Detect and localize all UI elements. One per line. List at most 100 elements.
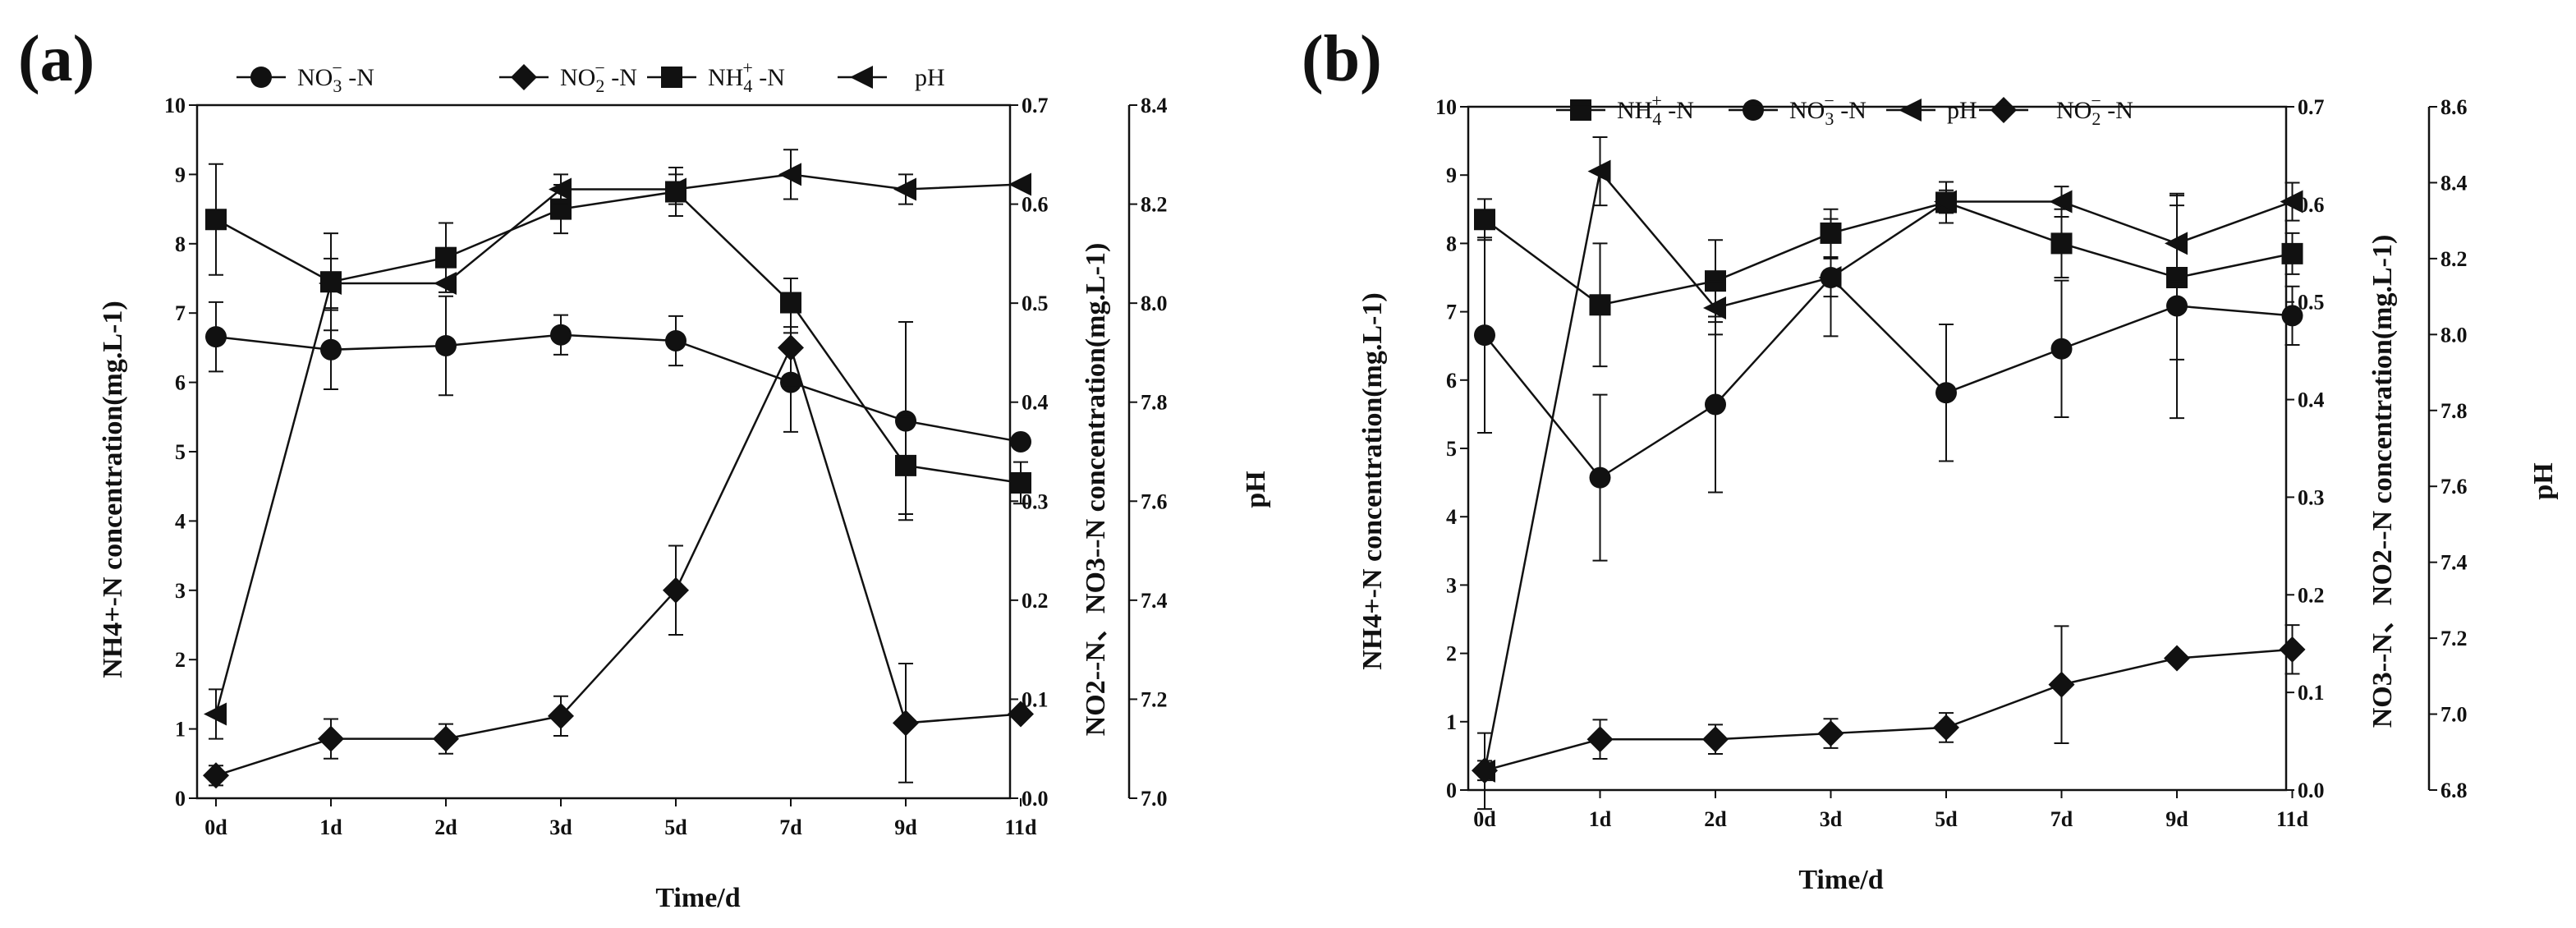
- data-point-pH: [2280, 190, 2303, 214]
- x-tick-label-a: 9d: [894, 815, 917, 839]
- data-point-NO2-N: [778, 334, 804, 361]
- left-axis-b-tick-label: 0: [1446, 779, 1457, 802]
- series-line-NH4-N: [215, 191, 1022, 485]
- x-tick-label-b: 0d: [1473, 807, 1496, 831]
- legend-b: NH4+ -N NO3− -N pH NO2− -N: [1556, 90, 2133, 129]
- y-axis-title-right1-a: NO2--N、NO3--N concentration(mg.L-1): [1081, 243, 1111, 737]
- data-point-NO2-N: [1817, 720, 1844, 747]
- series-line-NO2-N: [1484, 648, 2293, 772]
- ph-axis-a-tick-label: 7.2: [1141, 687, 1168, 711]
- left-axis-a-tick-label: 1: [175, 718, 186, 742]
- panel-a: (a) NO3− -N NO2− -N NH4+ -N pH 0 1 2 3 4 5 6 7 8 9 10…: [18, 23, 1271, 913]
- data-point-NH4-N: [1589, 294, 1611, 316]
- x-tick-label-a: 7d: [779, 815, 802, 839]
- legend-label-NO3-N: NO3− -N: [297, 57, 374, 96]
- left-axis-a-tick-label: 9: [175, 163, 186, 186]
- right1-axis-b-tick-label: 0.5: [2298, 291, 2325, 315]
- data-point-pH: [319, 272, 342, 296]
- left-axis-a-tick-label: 8: [175, 232, 186, 256]
- legend-item-pH: pH: [1886, 97, 1977, 124]
- data-point-NO2-N: [433, 725, 459, 752]
- y-axis-title-right2-b: pH: [2528, 462, 2559, 499]
- x-tick-label-b: 7d: [2050, 807, 2073, 831]
- left-axis-a-tick-label: 6: [175, 371, 186, 395]
- left-axis-a-tick-label: 4: [175, 509, 186, 533]
- ph-axis-a-tick-label: 8.2: [1141, 193, 1168, 217]
- legend-label-NO2-N: NO2− -N: [560, 57, 637, 96]
- ph-axis-b-tick-label: 7.2: [2441, 627, 2468, 650]
- left-axis-b-tick-label: 3: [1446, 573, 1457, 597]
- right1-axis-a-tick-label: 0.7: [1022, 94, 1049, 117]
- x-tick-label-b: 2d: [1704, 807, 1727, 831]
- x-tick-label-b: 11d: [2276, 807, 2309, 831]
- y-axis-title-right1-b-text: NO3--N、NO2--N concentration(mg.L-1): [2367, 235, 2398, 728]
- data-point-NO2-N: [318, 725, 344, 752]
- data-point-NO3-N: [550, 324, 572, 346]
- data-point-NO3-N: [2281, 305, 2303, 327]
- data-point-pH: [893, 177, 916, 201]
- series-line-NO3-N: [1484, 276, 2293, 480]
- legend-label-NH4-N: NH4+ -N: [1617, 90, 1694, 129]
- legend-item-NO3-N: NO3− -N: [236, 57, 374, 96]
- series-NH4-N-a: [205, 163, 1031, 515]
- series-pH-a: [204, 149, 1031, 740]
- ph-axis-a-tick-label: 7.8: [1141, 391, 1168, 415]
- left-axis-a-tick-label: 10: [164, 94, 186, 117]
- legend-a: NO3− -N NO2− -N NH4+ -N pH: [236, 57, 945, 96]
- legend-marker-pH: [1899, 99, 1922, 122]
- right1-axis-a-tick-label: 0.5: [1022, 292, 1049, 315]
- y-axis-title-right1-a-text: NO2--N、NO3--N concentration(mg.L-1): [1081, 243, 1111, 737]
- data-point-NO2-N: [1933, 714, 1959, 741]
- data-point-NO2-N: [663, 577, 689, 604]
- legend-marker-NO3-N: [1743, 99, 1764, 121]
- left-axis-b-tick-label: 10: [1435, 95, 1457, 119]
- data-point-NH4-N: [2050, 232, 2073, 255]
- panel-b: (b) NH4+ -N NO3− -N pH NO2− -N 0 1 2 3 4 5 6 7 8 9 10…: [1302, 23, 2559, 895]
- data-point-pH: [204, 702, 227, 726]
- ph-axis-b-tick-label: 7.4: [2441, 551, 2468, 575]
- data-point-NO2-N: [548, 702, 574, 729]
- data-point-NO3-N: [1589, 466, 1611, 489]
- ph-axis-a-tick-label: 7.0: [1141, 787, 1168, 811]
- left-axis-b-tick-label: 8: [1446, 232, 1457, 255]
- legend-label-NO3-N: NO3− -N: [1789, 90, 1867, 129]
- right1-axis-a-tick-label: 0.3: [1022, 489, 1049, 513]
- x-axis-title-a: Time/d: [655, 883, 740, 913]
- series-NO2-N-a: [203, 307, 1034, 789]
- right1-axis-a-tick-label: 0.2: [1022, 589, 1049, 613]
- right1-axis-b-tick-label: 0.1: [2298, 681, 2325, 705]
- data-point-pH: [1587, 159, 1611, 183]
- ph-axis-b-tick-label: 8.6: [2441, 95, 2468, 119]
- ph-axis-a-tick-label: 7.4: [1141, 589, 1168, 613]
- ph-axis-b-tick-label: 7.6: [2441, 475, 2468, 498]
- data-point-NO3-N: [2050, 338, 2073, 360]
- right1-axis-b-tick-label: 0.7: [2298, 95, 2325, 119]
- plot-border-b: [1467, 105, 2288, 792]
- legend-label-NH4-N: NH4+ -N: [708, 57, 785, 96]
- left-axis-b-tick-label: 1: [1446, 710, 1457, 734]
- ph-axis-a-tick-label: 7.6: [1141, 489, 1168, 513]
- ph-axis-a-tick-label: 8.4: [1141, 94, 1168, 117]
- legend-marker-NO2-N: [1991, 97, 2017, 123]
- legend-marker-pH: [850, 66, 873, 89]
- data-point-NO2-N: [1586, 726, 1614, 753]
- ph-axis-b-tick-label: 7.0: [2441, 703, 2468, 727]
- series-NH4-N-b: [1474, 181, 2303, 368]
- series-line-pH: [214, 173, 1022, 714]
- legend-item-NO2-N: NO2− -N: [499, 57, 637, 96]
- y-axis-title-left-a: NH4+-N concentration(mg.L-1): [98, 301, 128, 678]
- left-axis-b-tick-label: 5: [1446, 437, 1457, 461]
- right1-axis-a-tick-label: 0.0: [1022, 787, 1049, 811]
- y-axis-title-right2-a: pH: [1241, 471, 1271, 508]
- left-axis-a-tick-label: 0: [175, 787, 186, 811]
- series-line-pH: [1483, 168, 2293, 772]
- data-point-NH4-N: [780, 292, 801, 314]
- data-point-NO3-N: [1010, 430, 1031, 453]
- right1-axis-a-tick-label: 0.4: [1022, 391, 1049, 415]
- series-layer-b: [1472, 136, 2306, 811]
- legend-marker-NH4-N: [1570, 99, 1591, 121]
- y-axis-title-right1-b: NO3--N、NO2--N concentration(mg.L-1): [2367, 235, 2398, 728]
- data-point-NH4-N: [205, 209, 227, 231]
- data-point-NH4-N: [435, 246, 457, 269]
- x-tick-label-a: 2d: [434, 815, 457, 839]
